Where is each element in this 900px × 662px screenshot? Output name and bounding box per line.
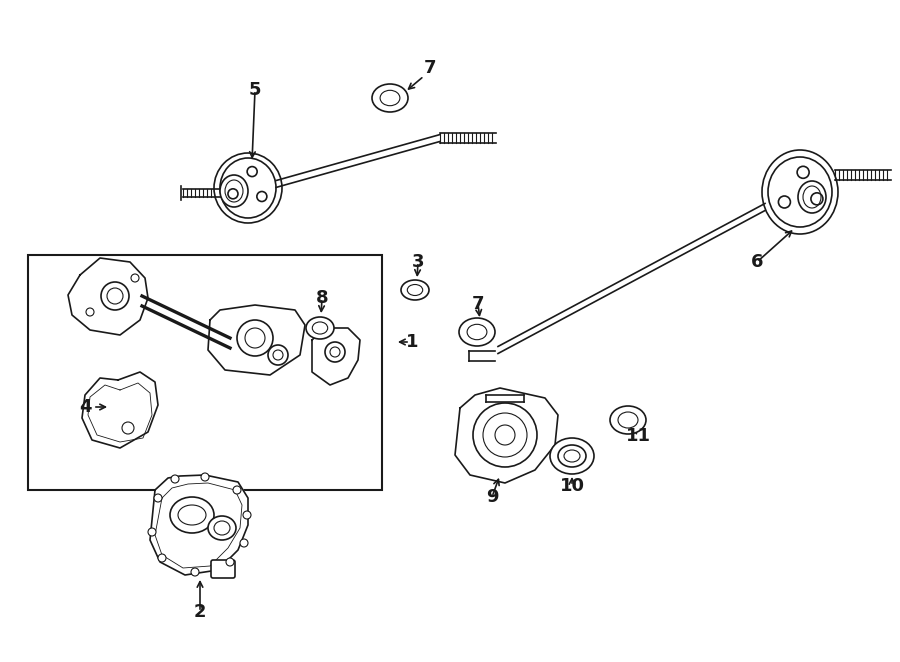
Circle shape [101, 282, 129, 310]
Polygon shape [150, 475, 248, 575]
Circle shape [325, 342, 345, 362]
Polygon shape [455, 388, 558, 483]
Circle shape [256, 191, 267, 201]
Polygon shape [82, 372, 158, 448]
Ellipse shape [798, 181, 826, 213]
Circle shape [473, 403, 537, 467]
Ellipse shape [459, 318, 495, 346]
Circle shape [243, 511, 251, 519]
Circle shape [233, 486, 241, 494]
Ellipse shape [610, 406, 646, 434]
Circle shape [154, 494, 162, 502]
Text: 6: 6 [751, 253, 763, 271]
Circle shape [226, 558, 234, 566]
Circle shape [240, 539, 248, 547]
Text: 10: 10 [560, 477, 584, 495]
Text: 4: 4 [79, 398, 91, 416]
Circle shape [228, 189, 238, 199]
Text: 5: 5 [248, 81, 261, 99]
Text: 3: 3 [412, 253, 424, 271]
Circle shape [171, 475, 179, 483]
Text: 11: 11 [626, 427, 651, 445]
Ellipse shape [306, 317, 334, 339]
Text: 9: 9 [486, 488, 499, 506]
Ellipse shape [372, 84, 408, 112]
Ellipse shape [550, 438, 594, 474]
Text: 2: 2 [194, 603, 206, 621]
Ellipse shape [208, 516, 236, 540]
Bar [28, 255, 382, 490]
Circle shape [237, 320, 273, 356]
Text: 7: 7 [424, 59, 436, 77]
Polygon shape [208, 305, 305, 375]
Circle shape [131, 274, 139, 282]
Circle shape [86, 308, 94, 316]
Circle shape [201, 473, 209, 481]
Polygon shape [312, 328, 360, 385]
Circle shape [191, 568, 199, 576]
Ellipse shape [768, 157, 832, 227]
Ellipse shape [558, 445, 586, 467]
Text: 8: 8 [316, 289, 328, 307]
Circle shape [797, 166, 809, 178]
Text: 1: 1 [406, 333, 418, 351]
Text: 7: 7 [472, 295, 484, 313]
Ellipse shape [220, 175, 248, 207]
Ellipse shape [220, 158, 276, 218]
Ellipse shape [170, 497, 214, 533]
Circle shape [778, 196, 790, 208]
Circle shape [248, 167, 257, 177]
Circle shape [811, 193, 823, 205]
Circle shape [268, 345, 288, 365]
Circle shape [122, 422, 134, 434]
Polygon shape [68, 258, 148, 335]
Ellipse shape [401, 280, 429, 300]
Circle shape [148, 528, 156, 536]
FancyBboxPatch shape [211, 560, 235, 578]
Circle shape [158, 554, 166, 562]
